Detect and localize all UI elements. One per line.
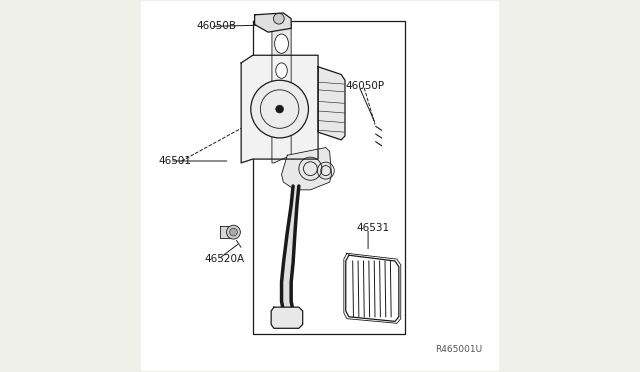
Polygon shape <box>282 148 332 190</box>
Polygon shape <box>253 20 404 334</box>
Polygon shape <box>255 13 291 32</box>
Circle shape <box>273 13 284 24</box>
Circle shape <box>230 228 237 236</box>
Circle shape <box>251 80 308 138</box>
Text: 46050B: 46050B <box>197 21 237 31</box>
Polygon shape <box>220 227 234 238</box>
Text: 46050P: 46050P <box>345 81 384 91</box>
Circle shape <box>276 105 284 113</box>
Polygon shape <box>241 55 318 163</box>
Text: 46520A: 46520A <box>205 254 244 264</box>
Polygon shape <box>346 255 399 321</box>
Circle shape <box>227 225 241 239</box>
Ellipse shape <box>276 63 287 78</box>
Text: R465001U: R465001U <box>436 345 483 354</box>
Polygon shape <box>271 307 303 328</box>
Polygon shape <box>272 20 291 163</box>
Text: 46531: 46531 <box>356 223 390 233</box>
Text: 46501: 46501 <box>159 156 191 166</box>
Ellipse shape <box>275 34 289 53</box>
Polygon shape <box>318 67 345 140</box>
Polygon shape <box>141 1 499 371</box>
